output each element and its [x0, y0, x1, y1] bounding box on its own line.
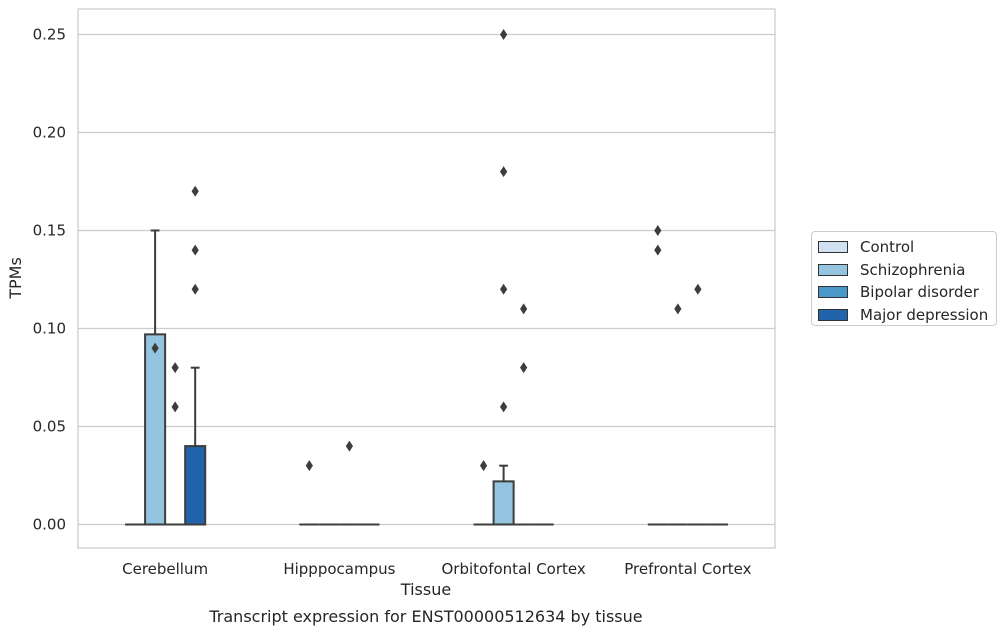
box-layer [125, 28, 728, 526]
box-control [647, 224, 668, 526]
x-tick-label: Cerebellum [122, 560, 208, 578]
outlier-point [191, 283, 199, 295]
outlier-point [171, 401, 179, 413]
plot-area-frame [77, 8, 776, 549]
chart-title: Transcript expression for ENST0000051263… [208, 607, 642, 626]
box-bipolar-disorder [687, 283, 708, 526]
legend-swatch [818, 241, 848, 254]
outlier-point [500, 28, 508, 40]
outlier-point [654, 224, 662, 236]
box-control [299, 460, 320, 526]
x-tick-label: Orbitofontal Cortex [442, 560, 586, 578]
legend-item: Bipolar disorder [818, 281, 990, 304]
legend-label: Schizophrenia [860, 260, 966, 279]
legend-swatch [818, 308, 848, 321]
outlier-point [500, 401, 508, 413]
legend-label: Bipolar disorder [860, 283, 979, 302]
legend: Control Schizophrenia Bipolar disorder Majo… [811, 231, 997, 326]
outlier-point [694, 283, 702, 295]
box-bipolar-disorder [513, 303, 534, 526]
outlier-point [500, 166, 508, 178]
outlier-point [345, 440, 353, 452]
legend-swatch [818, 263, 848, 276]
x-tick-label: Prefrontal Cortex [624, 560, 751, 578]
x-tick-labels: Cerebellum Hipppocampus Orbitofontal Corte… [122, 560, 751, 578]
y-tick-label: 0.00 [33, 515, 66, 533]
outlier-point [520, 303, 528, 315]
box-body [492, 480, 515, 526]
outlier-point [191, 244, 199, 256]
x-tick-label: Hipppocampus [283, 560, 395, 578]
box-control [473, 460, 494, 526]
y-tick-labels: 0.00 0.05 0.10 0.15 0.20 0.25 [33, 25, 66, 533]
legend-label: Major depression [860, 305, 989, 324]
outlier-point [191, 185, 199, 197]
y-tick-label: 0.20 [33, 123, 66, 141]
legend-item: Control [818, 236, 990, 259]
legend-item: Major depression [818, 304, 990, 327]
outlier-point [305, 460, 313, 472]
box-bipolar-disorder [165, 362, 186, 526]
y-tick-label: 0.10 [33, 319, 66, 337]
box-bipolar-disorder [339, 440, 360, 526]
legend-label: Control [860, 238, 915, 257]
outlier-point [520, 362, 528, 374]
outlier-point [479, 460, 488, 472]
legend-item: Schizophrenia [818, 259, 990, 282]
y-tick-label: 0.25 [33, 25, 66, 43]
y-tick-label: 0.05 [33, 417, 66, 435]
gridlines [78, 33, 775, 526]
box-schizophrenia [144, 229, 167, 526]
outlier-point [500, 283, 508, 295]
y-tick-label: 0.15 [33, 221, 66, 239]
box-body [184, 445, 207, 526]
y-axis-title: TPMs [6, 257, 25, 300]
box-schizophrenia [492, 28, 515, 526]
box-body [144, 333, 167, 526]
box-major-depression [184, 185, 207, 526]
x-axis-title: Tissue [400, 580, 451, 599]
legend-swatch [818, 286, 848, 299]
outlier-point [171, 362, 179, 374]
outlier-point [151, 342, 159, 354]
outlier-point [654, 244, 662, 256]
box-schizophrenia [667, 303, 688, 526]
outlier-point [674, 303, 682, 315]
